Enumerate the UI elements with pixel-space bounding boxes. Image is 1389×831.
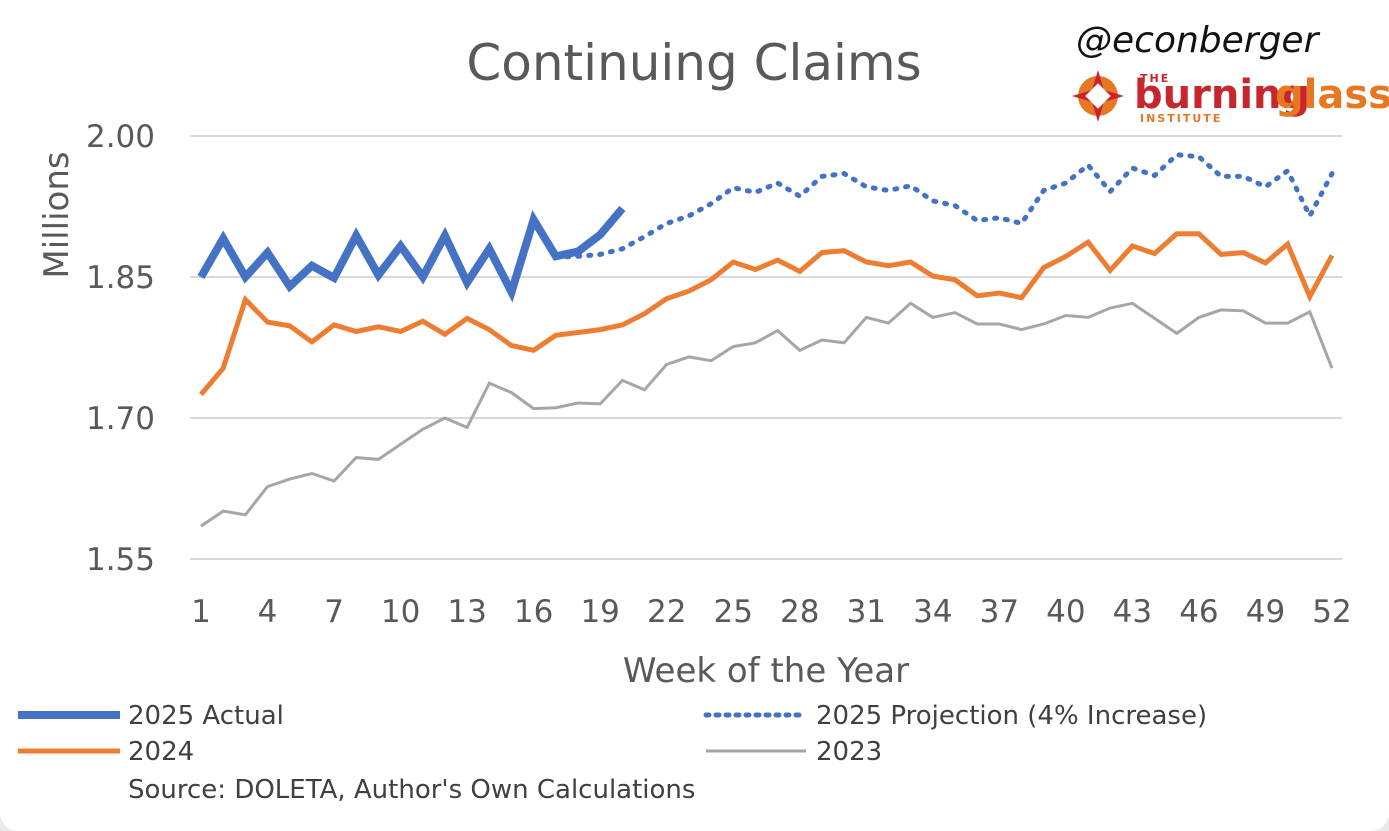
- gridlines: [190, 135, 1342, 560]
- x-tick-label: 43: [1113, 594, 1152, 630]
- legend-label-2023: 2023: [816, 737, 882, 767]
- logo-the: THE: [1140, 72, 1170, 85]
- x-tick-label: 28: [780, 594, 819, 630]
- y-axis-ticks: 1.55 1.70 1.85 2.00: [86, 119, 155, 578]
- author-handle: @econberger: [1076, 20, 1321, 61]
- x-tick-label: 49: [1246, 594, 1285, 630]
- source-note: Source: DOLETA, Author's Own Calculation…: [128, 775, 695, 805]
- y-axis-title: Millions: [37, 151, 77, 278]
- branding: @econberger THE burning glass INSTITUTE: [1072, 20, 1389, 125]
- legend-item-2023: 2023: [706, 737, 882, 767]
- x-tick-label: 52: [1312, 594, 1351, 630]
- y-tick-label: 1.85: [86, 260, 155, 296]
- x-tick-label: 40: [1046, 594, 1085, 630]
- series-lines: [197, 152, 1335, 528]
- series-line-2025-actual: [197, 205, 626, 303]
- x-tick-label: 37: [980, 594, 1019, 630]
- legend-label-2025-projection: 2025 Projection (4% Increase): [816, 701, 1207, 731]
- chart-title: Continuing Claims: [466, 34, 921, 92]
- series-line-2025-projection-4-increase: [553, 152, 1335, 260]
- legend-item-2025-projection: 2025 Projection (4% Increase): [703, 701, 1207, 731]
- x-axis-title: Week of the Year: [623, 651, 909, 691]
- x-tick-label: 16: [514, 594, 553, 630]
- logo-institute: INSTITUTE: [1140, 112, 1222, 125]
- legend-label-2024: 2024: [128, 737, 194, 767]
- x-axis-ticks: 1 4 7 10 13 16 19 22 25 28 31 34 37 40 43 46 49 52: [191, 594, 1352, 630]
- burning-glass-logo: THE burning glass INSTITUTE: [1072, 70, 1389, 125]
- x-tick-label: 19: [580, 594, 619, 630]
- x-tick-label: 4: [258, 594, 278, 630]
- legend-item-2024: 2024: [18, 737, 194, 767]
- x-tick-label: 34: [913, 594, 952, 630]
- x-tick-label: 10: [381, 594, 420, 630]
- y-tick-label: 1.55: [86, 542, 155, 578]
- series-line-2023: [200, 301, 1334, 528]
- x-tick-label: 25: [714, 594, 753, 630]
- compass-star-icon: [1072, 70, 1124, 122]
- logo-word-glass: glass: [1275, 72, 1389, 118]
- x-tick-label: 46: [1179, 594, 1218, 630]
- x-tick-label: 31: [847, 594, 886, 630]
- x-tick-label: 22: [647, 594, 686, 630]
- x-tick-label: 7: [324, 594, 344, 630]
- y-tick-label: 2.00: [86, 119, 155, 155]
- legend-item-2025-actual: 2025 Actual: [18, 701, 284, 731]
- y-tick-label: 1.70: [86, 401, 155, 437]
- x-tick-label: 13: [447, 594, 486, 630]
- legend: 2025 Actual 2025 Projection (4% Increase…: [18, 701, 1207, 767]
- series-line-2024: [199, 231, 1335, 397]
- legend-label-2025-actual: 2025 Actual: [128, 701, 284, 731]
- x-tick-label: 1: [191, 594, 211, 630]
- logo-word-burning: burning: [1134, 72, 1310, 118]
